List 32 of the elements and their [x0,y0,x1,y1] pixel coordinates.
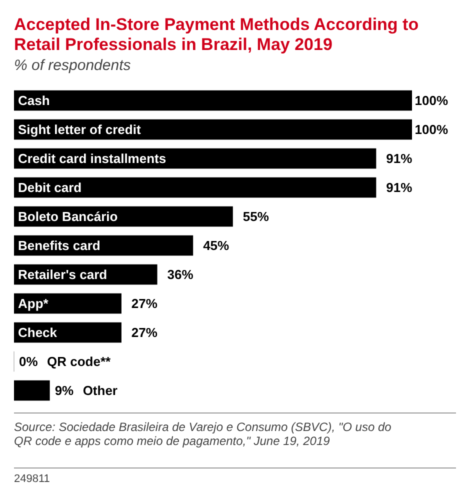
data-label: 91% [386,151,413,166]
bar [14,293,122,314]
data-label: 27% [131,325,158,340]
bar [14,177,376,198]
data-label: 91% [386,180,413,196]
chart-title: Accepted In-Store Payment Methods According to Retail Professionals in Brazil, May 2019 [14,15,419,54]
y-tick-label: Credit card installments [18,151,166,166]
bar [14,119,412,140]
bar [14,90,412,111]
y-tick-label: Check [18,325,58,340]
y-tick-label: QR code** [47,354,112,370]
y-tick-label: Sight letter of credit [18,122,142,138]
data-label: 100% [414,93,448,108]
y-tick-label: Debit card [18,180,82,196]
data-label: 36% [167,267,194,282]
y-tick-label: Retailer's card [18,267,108,282]
data-label: 0% [19,354,38,370]
data-label: 55% [242,209,270,224]
y-tick-label: App* [18,296,50,312]
chart-subtitle: % of respondents [14,57,132,74]
data-label: 9% [54,383,74,398]
bar [14,322,122,343]
bar [14,380,50,401]
source-note: Source: Sociedade Brasileira de Varejo e Consumo (SBVC), "O uso do QR code e apps como meio de pagamento," June 19, 2019 [14,420,392,448]
y-tick-label: Benefits card [18,238,100,254]
text: 249811 [14,473,50,485]
data-label: 100% [414,122,448,138]
data-label: 45% [203,238,230,254]
y-tick-label: Other [82,383,118,398]
y-tick-label: Boleto Bancário [18,209,118,224]
data-label: 27% [131,296,158,312]
y-tick-label: Cash [18,93,50,108]
